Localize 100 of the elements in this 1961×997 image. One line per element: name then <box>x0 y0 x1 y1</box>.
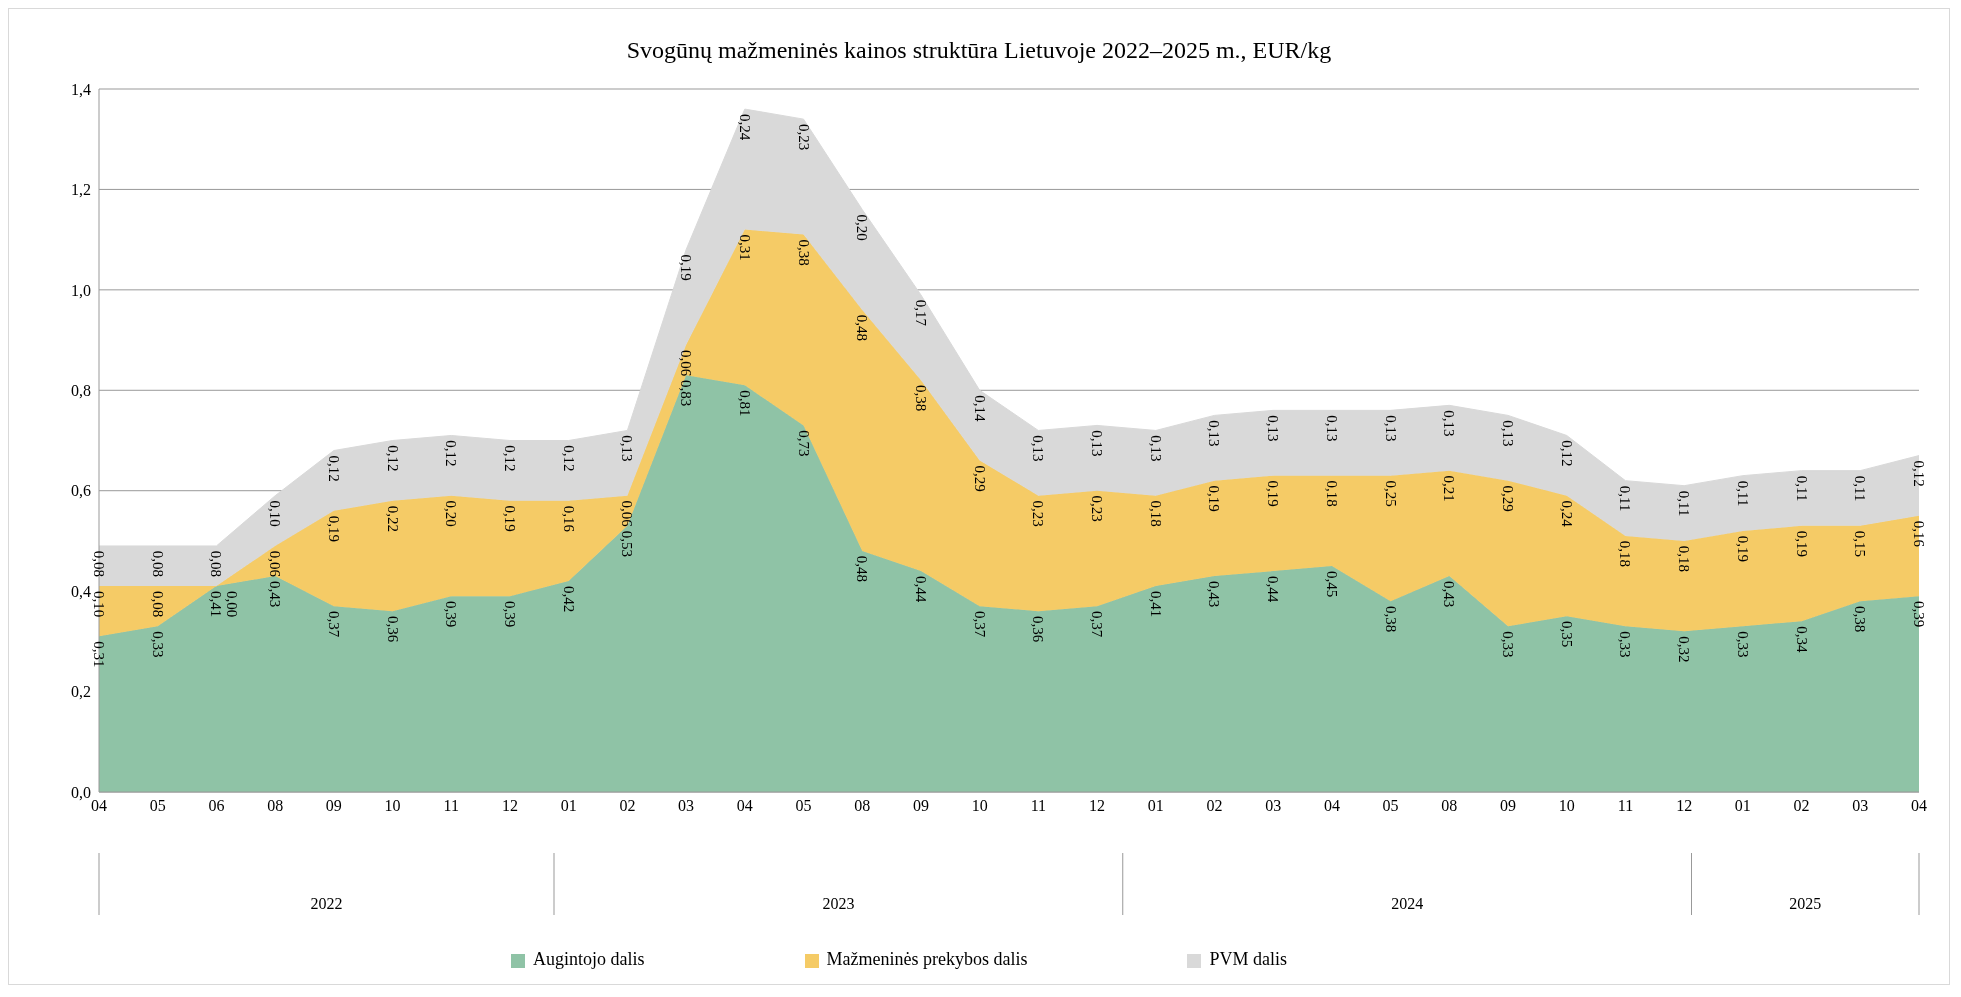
data-label: 0,38 <box>1382 606 1399 633</box>
data-label: 0,36 <box>384 616 401 643</box>
data-label: 0,48 <box>854 555 871 583</box>
data-label: 0,19 <box>678 254 695 281</box>
data-label: 0,00 <box>224 591 241 618</box>
x-tick-label: 02 <box>1206 797 1223 815</box>
data-label: 0,37 <box>971 611 988 638</box>
x-tick-label: 11 <box>1617 797 1634 815</box>
x-tick-label: 01 <box>560 797 577 815</box>
data-label: 0,48 <box>854 314 871 342</box>
data-label: 0,44 <box>1265 575 1282 603</box>
legend-label: Augintojo dalis <box>533 949 645 969</box>
data-label: 0,06 <box>267 550 284 578</box>
data-label: 0,14 <box>971 395 988 422</box>
data-label: 0,83 <box>678 380 695 407</box>
data-label: 0,19 <box>1734 535 1751 563</box>
data-label: 0,23 <box>795 124 812 151</box>
data-label: 0,44 <box>912 575 929 603</box>
data-label: 0,21 <box>1441 475 1458 502</box>
data-label: 0,19 <box>1206 485 1223 512</box>
data-label: 0,19 <box>1265 480 1282 507</box>
x-tick-label: 12 <box>501 797 518 815</box>
data-label: 0,12 <box>325 455 342 482</box>
data-label: 0,45 <box>1323 570 1340 598</box>
data-label: 0,39 <box>501 601 518 628</box>
data-label: 0,06 <box>678 349 695 377</box>
data-label: 0,29 <box>971 465 988 492</box>
data-label: 0,18 <box>1617 540 1634 568</box>
data-label: 0,23 <box>1089 495 1106 522</box>
data-label: 0,11 <box>1852 475 1869 502</box>
data-label: 0,33 <box>149 631 166 658</box>
data-label: 0,29 <box>1500 485 1517 512</box>
data-label: 0,13 <box>1382 415 1399 442</box>
data-label: 0,81 <box>736 390 753 417</box>
x-tick-label: 10 <box>384 797 401 815</box>
data-label: 0,32 <box>1676 636 1693 663</box>
x-tick-label: 03 <box>1265 797 1282 815</box>
data-label: 0,20 <box>443 500 460 527</box>
data-label: 0,20 <box>854 214 871 241</box>
y-tick-label: 0,2 <box>71 683 91 701</box>
x-tick-label: 03 <box>678 797 695 815</box>
data-label: 0,19 <box>501 505 518 532</box>
x-tick-label: 10 <box>971 797 988 815</box>
data-label: 0,10 <box>91 591 107 618</box>
data-label: 0,43 <box>1206 580 1223 608</box>
x-tick-label: 05 <box>795 797 812 815</box>
x-tick-label: 05 <box>149 797 166 815</box>
data-label: 0,15 <box>1852 530 1869 557</box>
data-label: 0,33 <box>1734 631 1751 658</box>
data-label: 0,33 <box>1500 631 1517 658</box>
data-label: 0,13 <box>1500 420 1517 447</box>
x-tick-label: 04 <box>1323 797 1340 815</box>
legend-label: Mažmeninės prekybos dalis <box>826 949 1028 969</box>
data-label: 0,34 <box>1793 626 1810 653</box>
data-label: 0,12 <box>384 445 401 472</box>
x-tick-label: 03 <box>1852 797 1869 815</box>
data-label: 0,24 <box>736 113 753 141</box>
data-label: 0,24 <box>1558 500 1575 528</box>
data-label: 0,11 <box>1793 475 1810 502</box>
x-tick-label: 11 <box>1030 797 1047 815</box>
legend-label: PVM dalis <box>1209 949 1287 969</box>
data-label: 0,31 <box>736 234 753 261</box>
data-label: 0,35 <box>1558 621 1575 648</box>
data-label: 0,19 <box>1793 530 1810 557</box>
x-tick-label: 08 <box>854 797 871 815</box>
x-tick-label: 08 <box>267 797 284 815</box>
data-label: 0,41 <box>1147 591 1164 618</box>
x-tick-label: 12 <box>1676 797 1693 815</box>
data-label: 0,12 <box>560 445 577 472</box>
x-tick-label: 01 <box>1147 797 1164 815</box>
x-tick-label: 04 <box>736 797 753 815</box>
x-tick-label: 12 <box>1089 797 1106 815</box>
data-label: 0,16 <box>560 505 577 533</box>
data-label: 0,13 <box>1441 410 1458 437</box>
data-label: 0,36 <box>1030 616 1047 643</box>
x-tick-label: 11 <box>443 797 459 815</box>
data-label: 0,53 <box>619 530 636 557</box>
data-label: 0,13 <box>1206 420 1223 447</box>
data-label: 0,37 <box>1089 611 1106 638</box>
data-label: 0,11 <box>1676 490 1693 517</box>
data-label: 0,12 <box>501 445 518 472</box>
data-label: 0,10 <box>267 500 284 527</box>
y-tick-label: 1,0 <box>71 281 91 299</box>
data-label: 0,73 <box>795 430 812 457</box>
y-tick-label: 1,2 <box>71 181 91 199</box>
chart-title: Svogūnų mažmeninės kainos struktūra Lietuvoje 2022–2025 m., EUR/kg <box>625 37 1333 64</box>
data-label: 0,08 <box>91 550 107 578</box>
text: 2022 <box>310 895 343 912</box>
data-label: 0,12 <box>1911 460 1927 487</box>
data-label: 0,22 <box>384 505 401 532</box>
data-label: 0,31 <box>91 641 107 668</box>
x-tick-label: 02 <box>619 797 636 815</box>
data-label: 0,25 <box>1382 480 1399 507</box>
data-label: 0,38 <box>1852 606 1869 633</box>
data-label: 0,13 <box>1323 415 1340 442</box>
data-label: 0,43 <box>267 580 284 608</box>
data-label: 0,12 <box>1558 440 1575 467</box>
data-label: 0,13 <box>1147 435 1164 462</box>
data-label: 0,16 <box>1911 520 1927 548</box>
y-tick-label: 0,8 <box>71 381 91 399</box>
